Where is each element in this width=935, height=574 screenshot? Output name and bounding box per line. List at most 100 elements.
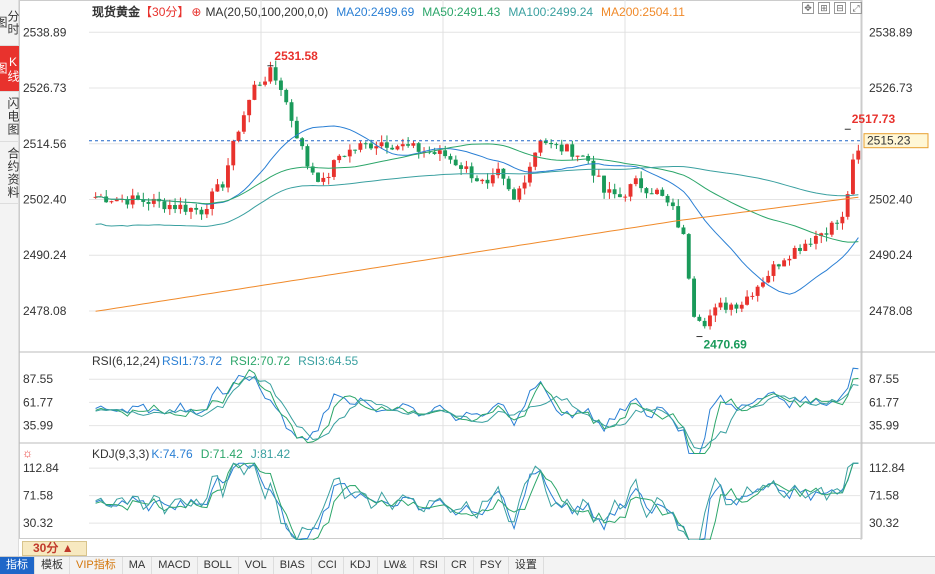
candle-body [686, 234, 691, 279]
candle-body [538, 140, 543, 153]
kdj-tick-label-left: 112.84 [23, 461, 59, 475]
candle-body [766, 275, 771, 283]
move-icon[interactable]: ✥ [802, 2, 814, 14]
candle-body [231, 140, 236, 166]
kdj-k-line [95, 462, 859, 540]
candle-body [776, 264, 781, 267]
candle-body [512, 189, 516, 200]
indicator-boll-button[interactable]: BOLL [198, 557, 239, 574]
candle-body [300, 138, 305, 147]
candle-body [750, 295, 755, 297]
candle-body [395, 146, 400, 150]
period-label: 30分 [33, 541, 59, 555]
tab-timeshare[interactable]: 分时图 [0, 0, 20, 46]
d-value: D:71.42 [200, 447, 243, 461]
candle-body [782, 260, 787, 267]
indicator-vol-button[interactable]: VOL [239, 557, 274, 574]
indicator-cr-button[interactable]: CR [445, 557, 474, 574]
candle-body [114, 199, 119, 202]
candle-body [490, 175, 495, 184]
indicator-macd-button[interactable]: MACD [152, 557, 198, 574]
candle-body [104, 196, 109, 203]
zoom-in-icon[interactable]: ⊞ [818, 2, 830, 14]
candle-body [824, 233, 829, 235]
candle-body [803, 243, 808, 251]
indicator-lw-button[interactable]: LW& [378, 557, 414, 574]
candle-body [829, 222, 834, 235]
candle-body [289, 102, 294, 121]
price-tick-label-left: 2490.24 [23, 248, 67, 262]
tab-flash[interactable]: 闪电图 [0, 92, 20, 142]
candle-body [384, 142, 389, 148]
candle-body [771, 264, 776, 276]
rsi2-line [95, 369, 859, 454]
candle-body [459, 165, 463, 169]
candle-body [591, 160, 596, 176]
ma100-value: MA100:2499.24 [508, 5, 594, 19]
candle-body [665, 195, 670, 203]
indicator--button[interactable]: 模板 [35, 557, 70, 574]
rsi3-value: RSI3:64.55 [298, 354, 359, 368]
period-select[interactable]: 30分 ▲ [22, 541, 87, 556]
candle-body [612, 189, 617, 195]
recent-high-label: 2517.73 [852, 112, 896, 126]
price-tick-label-left: 2502.40 [23, 193, 67, 207]
indicator-cci-button[interactable]: CCI [312, 557, 344, 574]
candle-body [374, 146, 379, 149]
candle-body [660, 189, 665, 196]
candle-body [485, 179, 490, 184]
candle-body [406, 144, 410, 146]
rsi-header: RSI(6,12,24) RSI1:73.72 RSI2:70.72 RSI3:64.… [92, 354, 366, 368]
candle-body [570, 144, 575, 157]
low-label: 2470.69 [703, 338, 747, 352]
price-tick-label-right: 2502.40 [869, 193, 913, 207]
ma20-line [95, 125, 859, 295]
price-tick-label-right: 2526.73 [869, 81, 913, 95]
candle-body [851, 159, 855, 195]
candle-body [353, 149, 358, 151]
candle-body [453, 159, 458, 166]
candle-body [808, 243, 813, 245]
chart-type-sidebar: 分时图 K线图 闪电图 合约资料 [0, 0, 20, 574]
price-tick-label-right: 2478.08 [869, 304, 913, 318]
candle-body [474, 178, 479, 182]
indicator-psy-button[interactable]: PSY [474, 557, 509, 574]
indicator--button[interactable]: 设置 [509, 557, 544, 574]
candle-body [162, 201, 167, 210]
indicator-vip-button[interactable]: VIP指标 [70, 557, 123, 574]
candle-body [543, 140, 548, 144]
indicator-ma-button[interactable]: MA [123, 557, 153, 574]
kdj-tick-label-right: 30.32 [869, 516, 899, 530]
indicator-bias-button[interactable]: BIAS [274, 557, 312, 574]
settings-icon[interactable]: ⊕ [191, 5, 202, 19]
candle-body [633, 178, 638, 185]
candle-body [554, 144, 559, 146]
indicator--button[interactable]: 指标 [0, 557, 35, 574]
candle-body [199, 209, 204, 215]
zoom-out-icon[interactable]: ⊟ [834, 2, 846, 14]
candle-body [639, 178, 644, 189]
tab-kline[interactable]: K线图 [0, 46, 20, 92]
candle-body [617, 194, 622, 198]
candle-body [845, 194, 850, 217]
ma50-value: MA50:2491.43 [422, 5, 501, 19]
candle-body [363, 143, 368, 145]
candle-body [586, 156, 591, 161]
indicator-kdj-button[interactable]: KDJ [344, 557, 378, 574]
chart-canvas[interactable]: 2538.892538.892526.732526.732514.562514.… [19, 0, 935, 540]
indicator-rsi-button[interactable]: RSI [414, 557, 445, 574]
candle-body [670, 202, 675, 207]
tab-contract-info[interactable]: 合约资料 [0, 142, 20, 204]
fullscreen-icon[interactable]: ⤢ [850, 2, 862, 14]
candle-body [390, 147, 395, 150]
ma20-value: MA20:2499.69 [336, 5, 415, 19]
kdj-tick-label-left: 71.58 [23, 489, 53, 503]
candle-body [400, 144, 405, 147]
candle-body [527, 166, 532, 183]
instrument-name: 现货黄金 [92, 5, 141, 19]
candle-body [559, 144, 564, 152]
candle-body [649, 193, 654, 195]
price-tick-label-left: 2478.08 [23, 304, 67, 318]
candle-body [676, 206, 681, 228]
kdj-settings-icon[interactable]: ☼ [22, 446, 33, 460]
